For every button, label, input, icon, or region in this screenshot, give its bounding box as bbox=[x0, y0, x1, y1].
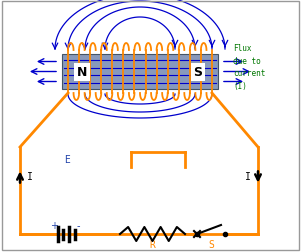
Text: +: + bbox=[50, 220, 58, 230]
Text: R: R bbox=[150, 239, 155, 249]
Text: Flux
due to
current
(I): Flux due to current (I) bbox=[233, 44, 265, 90]
Text: N: N bbox=[77, 66, 87, 79]
Text: E: E bbox=[64, 154, 70, 164]
Text: I: I bbox=[27, 171, 33, 181]
Text: I: I bbox=[245, 171, 251, 181]
Text: -: - bbox=[76, 220, 80, 230]
Text: S: S bbox=[208, 239, 214, 249]
Bar bbox=[62, 55, 218, 90]
Text: S: S bbox=[194, 66, 203, 79]
